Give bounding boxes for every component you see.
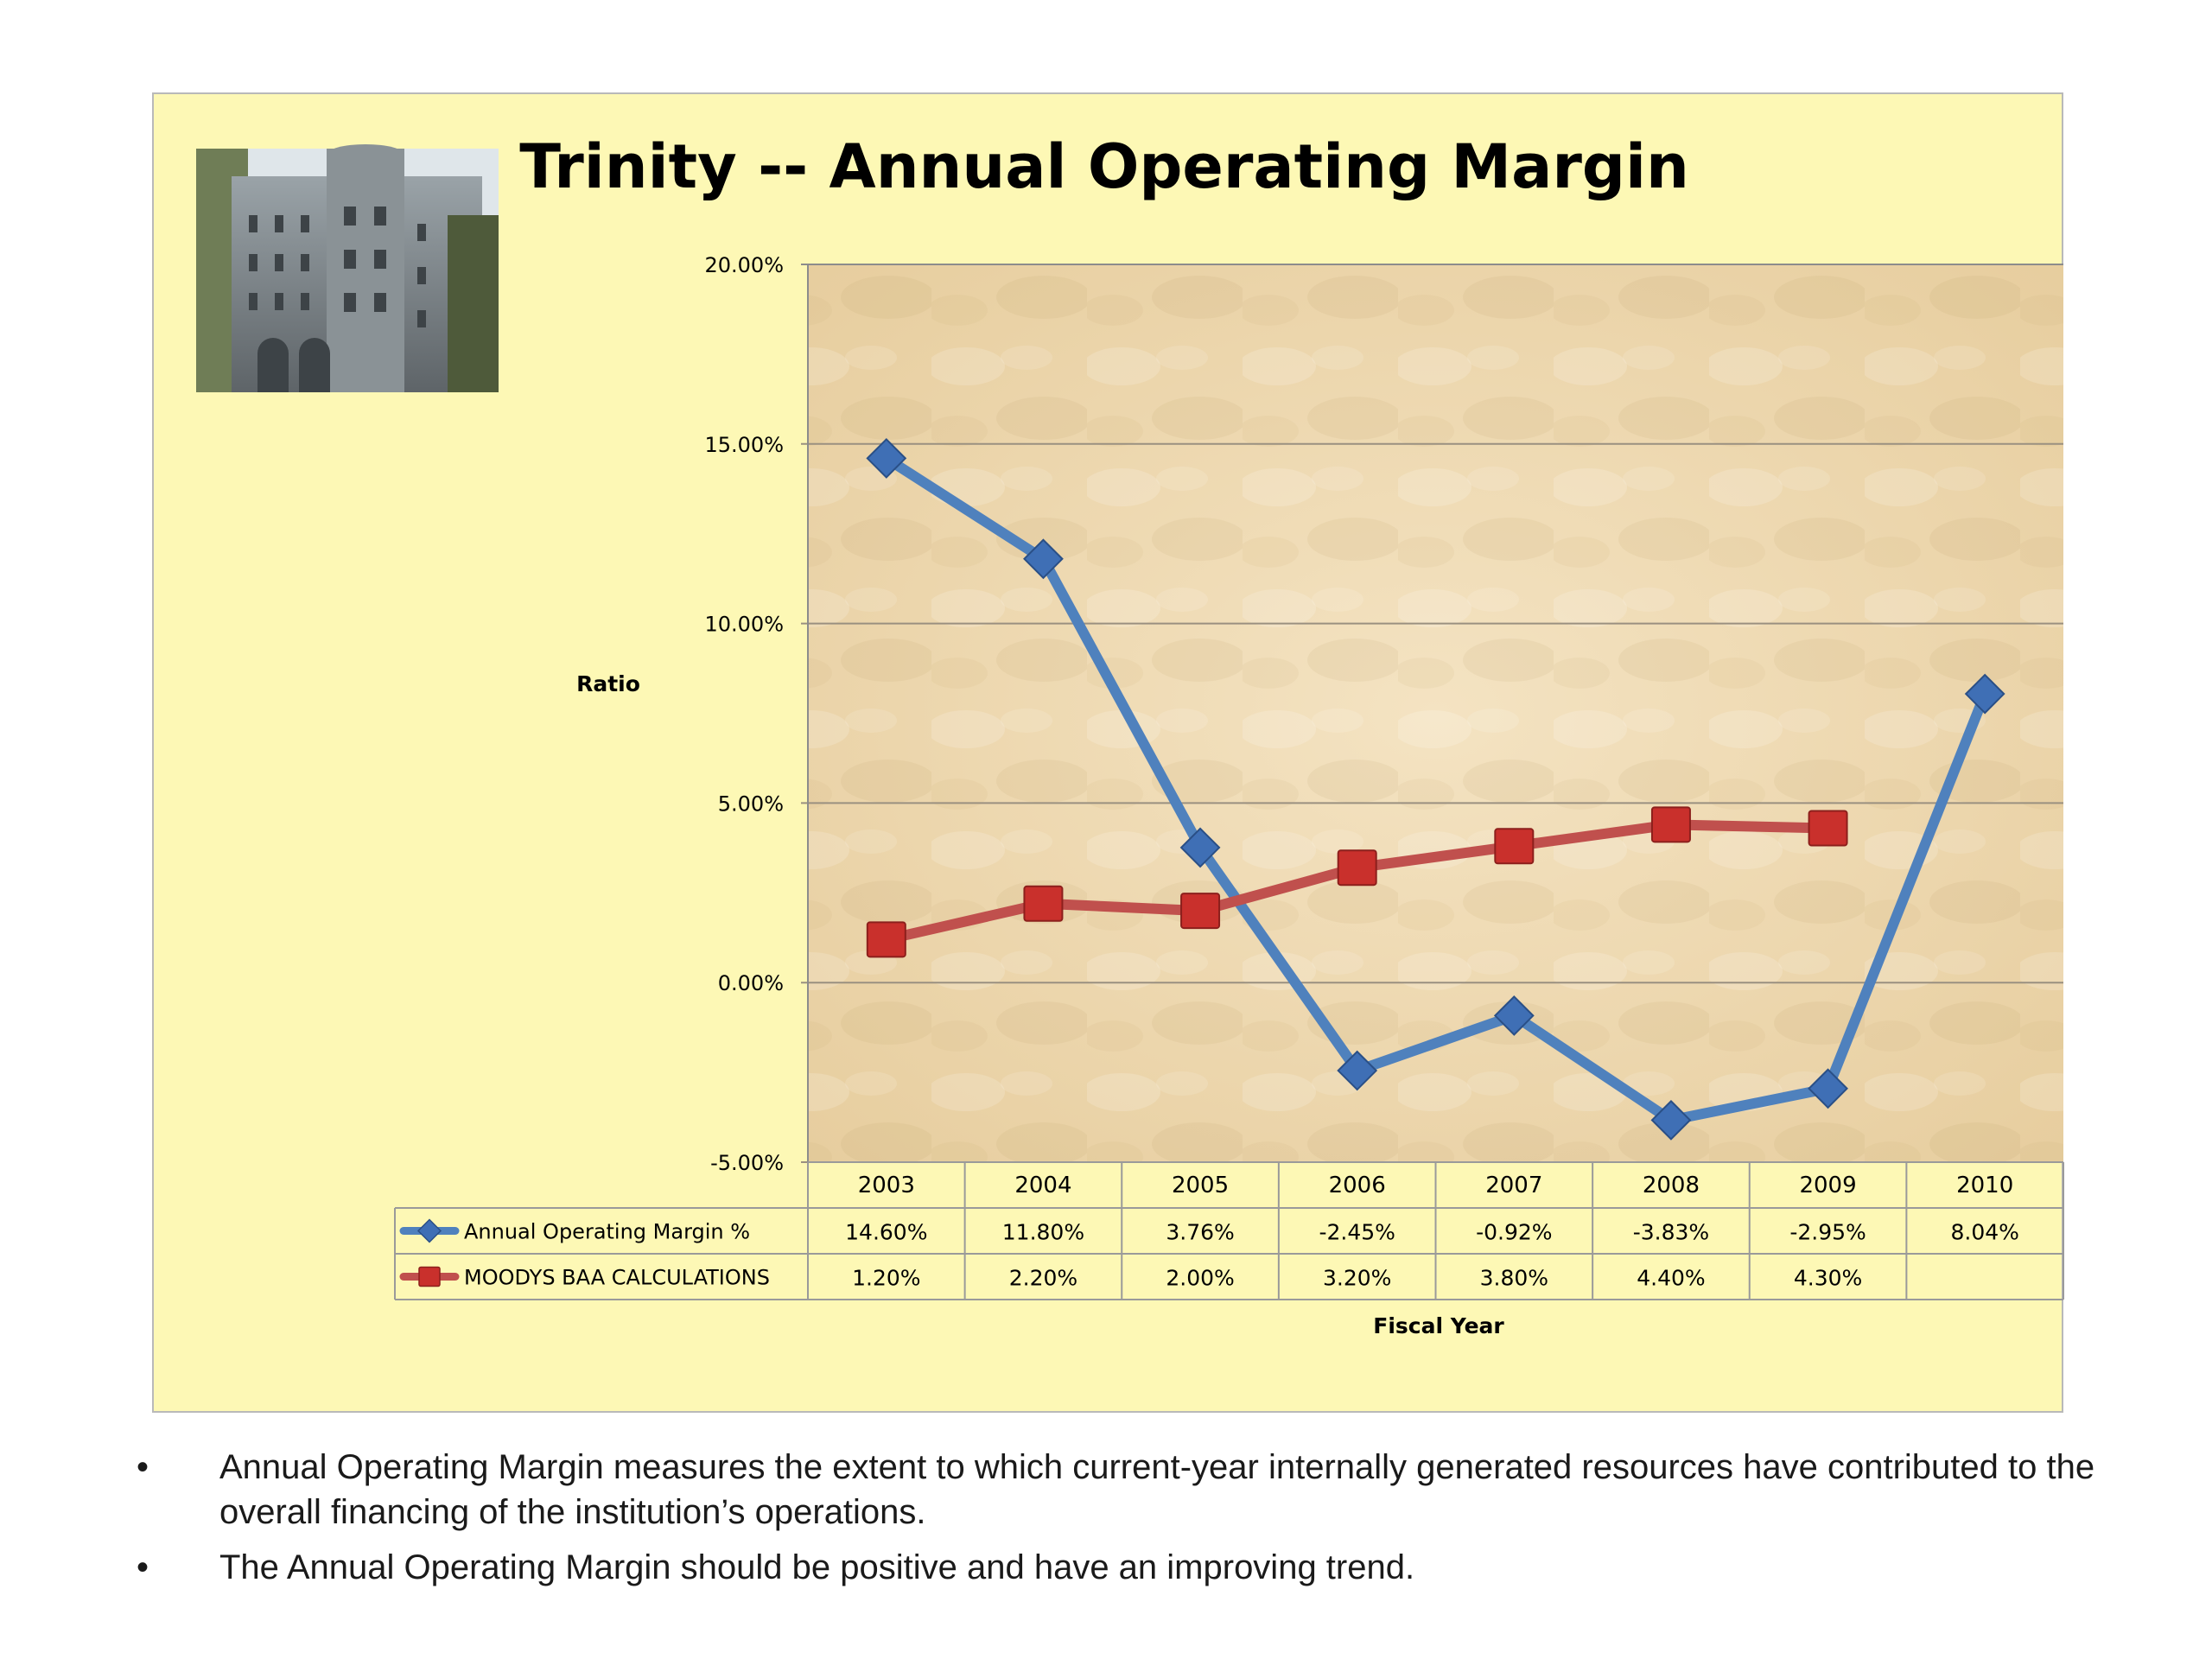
data-point bbox=[1494, 828, 1535, 865]
data-point bbox=[1023, 885, 1064, 922]
data-point bbox=[1964, 673, 2005, 715]
data-label: -2.95% bbox=[1789, 1220, 1866, 1245]
x-tick-label: 2004 bbox=[1014, 1173, 1071, 1198]
bullet-symbol: • bbox=[136, 1548, 149, 1586]
x-tick-label: 2010 bbox=[1956, 1173, 2013, 1198]
data-label: 3.80% bbox=[1480, 1266, 1548, 1291]
data-point bbox=[866, 921, 906, 958]
plot-area-texture bbox=[808, 264, 2063, 1162]
x-tick-label: 2009 bbox=[1799, 1173, 1856, 1198]
chart-title: Trinity -- Annual Operating Margin bbox=[519, 131, 1689, 202]
series-lines bbox=[866, 438, 2005, 1141]
x-tick-label: 2006 bbox=[1329, 1173, 1386, 1198]
data-label: 3.20% bbox=[1323, 1266, 1391, 1291]
x-tick-label: 2007 bbox=[1485, 1173, 1542, 1198]
x-tick-label: 2005 bbox=[1172, 1173, 1229, 1198]
bullet-symbol: • bbox=[136, 1448, 149, 1486]
data-label: -2.45% bbox=[1319, 1220, 1395, 1245]
bullet-text: Annual Operating Margin measures the ext… bbox=[219, 1448, 2095, 1531]
chart-frame: Trinity -- Annual Operating Margin 20.00… bbox=[152, 92, 2064, 1413]
data-point bbox=[1650, 806, 1691, 843]
legend-key-marker bbox=[416, 1218, 442, 1243]
data-point bbox=[1493, 995, 1535, 1036]
y-tick-label: 20.00% bbox=[704, 253, 784, 277]
legend-entry: Annual Operating Margin % bbox=[464, 1220, 750, 1244]
series-line bbox=[880, 453, 1991, 1126]
data-point bbox=[866, 438, 907, 479]
chart-svg: Trinity -- Annual Operating Margin 20.00… bbox=[196, 131, 2064, 1338]
bullet-item: • The Annual Operating Margin should be … bbox=[130, 1545, 2117, 1590]
legend-key-marker bbox=[418, 1266, 441, 1287]
bullet-item: • Annual Operating Margin measures the e… bbox=[130, 1445, 2117, 1535]
data-point bbox=[1808, 810, 1848, 847]
data-point bbox=[1023, 538, 1064, 580]
data-label: -0.92% bbox=[1476, 1220, 1552, 1245]
y-tick-label: 10.00% bbox=[704, 613, 784, 637]
x-tick-label: 2003 bbox=[858, 1173, 915, 1198]
y-tick-label: 15.00% bbox=[704, 433, 784, 457]
data-label: 4.30% bbox=[1794, 1266, 1862, 1291]
data-point bbox=[1650, 1099, 1692, 1141]
y-tick-label: 0.00% bbox=[718, 971, 784, 995]
data-point bbox=[1180, 893, 1221, 930]
data-point bbox=[1337, 1050, 1378, 1091]
data-label: -3.83% bbox=[1633, 1220, 1709, 1245]
y-axis-label: Ratio bbox=[576, 671, 640, 696]
data-label: 14.60% bbox=[845, 1220, 927, 1245]
legend-entry: MOODYS BAA CALCULATIONS bbox=[464, 1266, 770, 1290]
bullet-list: • Annual Operating Margin measures the e… bbox=[130, 1445, 2117, 1600]
data-label: 11.80% bbox=[1002, 1220, 1084, 1245]
building-photo bbox=[196, 144, 499, 392]
data-point bbox=[1337, 849, 1377, 887]
y-tick-labels: 20.00% 15.00% 10.00% 5.00% 0.00% -5.00% bbox=[704, 253, 784, 1175]
data-label: 1.20% bbox=[852, 1266, 920, 1291]
data-label: 2.00% bbox=[1166, 1266, 1234, 1291]
x-axis-label: Fiscal Year bbox=[1373, 1313, 1504, 1338]
bullet-text: The Annual Operating Margin should be po… bbox=[219, 1548, 1415, 1586]
y-tick-label: -5.00% bbox=[710, 1151, 784, 1175]
data-label: 4.40% bbox=[1637, 1266, 1705, 1291]
data-point bbox=[1808, 1068, 1848, 1109]
data-label: 8.04% bbox=[1950, 1220, 2018, 1245]
data-table: 2003 2004 2005 2006 2007 2008 2009 2010 Annual O… bbox=[394, 1161, 2064, 1300]
y-tick-label: 5.00% bbox=[718, 791, 784, 816]
data-point bbox=[1179, 827, 1221, 868]
data-label: 3.76% bbox=[1166, 1220, 1234, 1245]
data-label: 2.20% bbox=[1009, 1266, 1077, 1291]
x-tick-label: 2008 bbox=[1643, 1173, 1700, 1198]
